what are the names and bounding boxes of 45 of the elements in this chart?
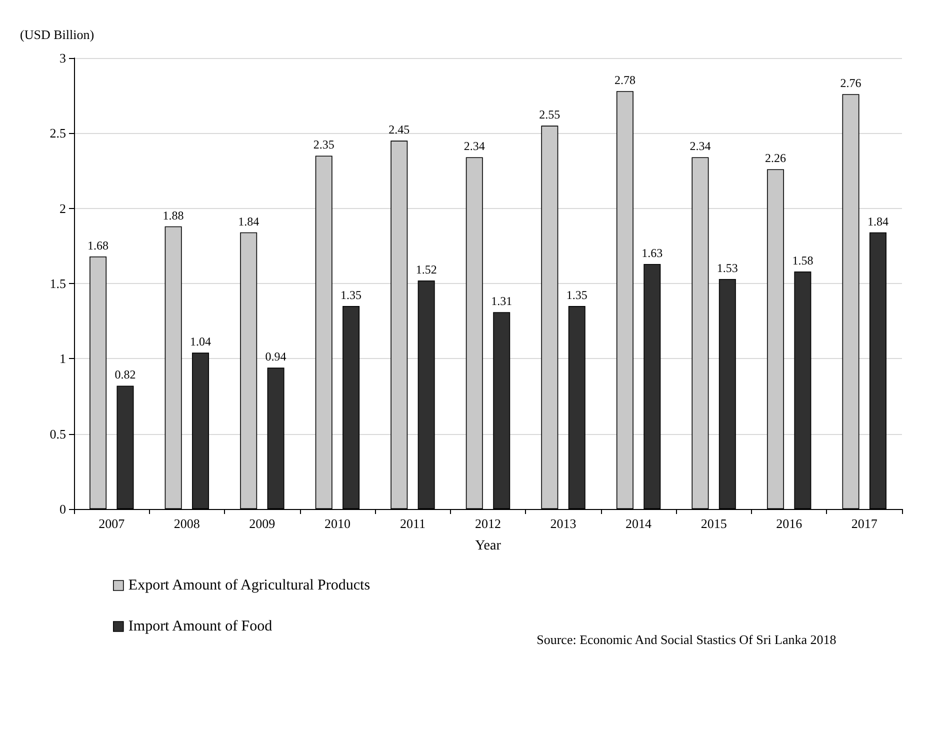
source-note: Source: Economic And Social Stastics Of Sri Lanka 2018 [536, 632, 836, 647]
x-tick-label: 2008 [174, 516, 200, 531]
data-label: 2.34 [464, 139, 485, 154]
data-label: 1.63 [642, 246, 663, 260]
data-label: 1.31 [491, 294, 512, 308]
legend-label: Export Amount of Agricultural Products [128, 578, 370, 594]
data-label: 1.84 [238, 214, 260, 228]
y-tick-label: 3 [60, 50, 66, 66]
x-tick-label: 2012 [475, 516, 501, 531]
legend-label: Import Amount of Food [128, 618, 273, 634]
data-label: 2.78 [614, 73, 636, 88]
data-label: 1.88 [162, 208, 184, 222]
x-tick-label: 2014 [626, 516, 652, 531]
data-label: 1.68 [88, 238, 109, 252]
data-label: 1.84 [867, 214, 888, 228]
data-label: 0.94 [265, 350, 286, 364]
y-tick-label: 2 [60, 200, 66, 216]
data-label: 2.26 [764, 151, 786, 166]
data-label: 1.35 [340, 288, 362, 302]
y-tick-label: 2.5 [50, 126, 66, 141]
data-label: 2.55 [539, 108, 560, 122]
y-tick-label: 0 [60, 502, 66, 516]
data-label: 2.76 [840, 76, 862, 90]
data-label: 2.34 [690, 139, 711, 154]
data-label: 2.35 [313, 138, 334, 152]
x-tick-label: 2016 [776, 516, 803, 531]
x-tick-label: 2013 [550, 516, 576, 531]
data-label: 2.45 [388, 122, 410, 137]
x-tick-label: 2007 [98, 516, 126, 531]
y-axis-title: (USD Billion) [20, 27, 94, 42]
data-label: 1.35 [566, 288, 588, 302]
y-tick-label: 1 [60, 351, 66, 366]
x-tick-label: 2015 [700, 516, 727, 531]
y-tick-label: 0.5 [50, 426, 66, 442]
y-tick-label: 1.5 [50, 276, 66, 291]
data-label: 1.52 [416, 262, 437, 276]
x-tick-label: 2017 [851, 516, 878, 531]
data-label: 1.58 [792, 253, 814, 268]
x-axis-title: Year [475, 538, 502, 554]
x-tick-label: 2009 [249, 516, 276, 531]
data-label: 0.82 [114, 368, 136, 382]
data-label: 1.53 [716, 260, 738, 275]
x-tick-label: 2011 [400, 516, 426, 531]
x-tick-label: 2010 [324, 516, 350, 531]
data-label: 1.04 [190, 334, 212, 349]
